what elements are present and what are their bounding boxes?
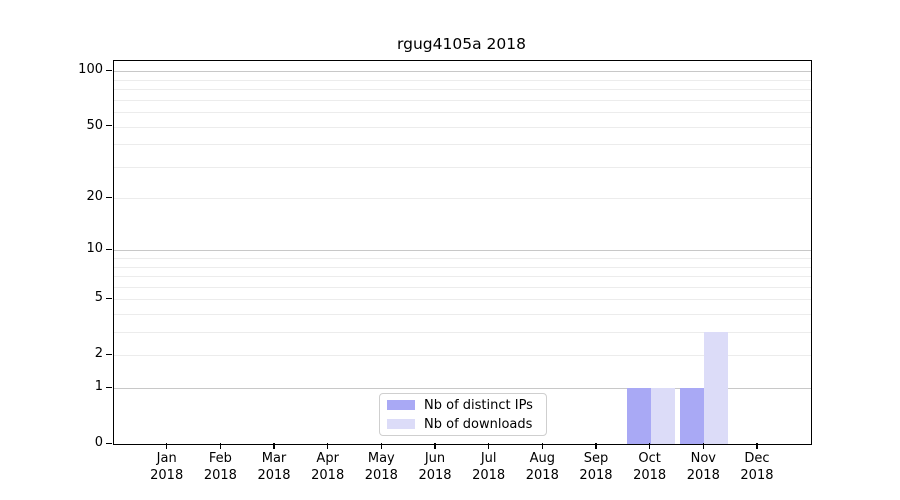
minor-gridline: [114, 332, 811, 334]
x-tick-year: 2018: [311, 467, 345, 483]
x-tick-month: Jun: [424, 451, 446, 466]
x-tick: [488, 443, 490, 449]
x-tick-year: 2018: [686, 467, 720, 483]
x-tick-month: Dec: [744, 451, 770, 466]
y-tick-label: 50: [86, 117, 103, 133]
y-tick: [106, 297, 112, 300]
x-tick: [327, 443, 329, 449]
major-gridline: [114, 71, 811, 73]
minor-gridline: [114, 198, 811, 200]
x-tick-month: Apr: [316, 451, 339, 466]
x-tick-label: Mar 2018: [242, 451, 306, 484]
minor-gridline: [114, 314, 811, 316]
x-tick-month: Nov: [690, 451, 716, 466]
y-tick: [106, 248, 112, 251]
x-tick-month: Feb: [208, 451, 232, 466]
x-tick: [649, 443, 651, 449]
x-tick-label: May 2018: [349, 451, 413, 484]
x-tick-year: 2018: [150, 467, 184, 483]
x-tick: [273, 443, 275, 449]
x-tick-month: Oct: [638, 451, 661, 466]
x-tick-label: Apr 2018: [296, 451, 360, 484]
y-tick-label: 20: [86, 189, 103, 205]
legend-label-downloads: Nb of downloads: [424, 416, 533, 432]
minor-gridline: [114, 126, 811, 128]
x-tick: [541, 443, 544, 449]
x-tick-month: Sep: [583, 451, 609, 466]
minor-gridline: [114, 266, 811, 268]
x-tick-label: Jan 2018: [135, 451, 199, 484]
x-tick-label: Sep 2018: [564, 451, 628, 484]
bar-downloads: [704, 332, 729, 444]
x-tick-year: 2018: [525, 467, 559, 483]
x-tick-label: Feb 2018: [188, 451, 252, 484]
x-tick: [380, 443, 383, 449]
y-tick-label: 10: [86, 241, 103, 257]
x-tick-label: Jul 2018: [457, 451, 521, 484]
legend-swatch-distinct-ips: [387, 400, 415, 410]
x-tick-year: 2018: [633, 467, 667, 483]
chart-title: rgug4105a 2018: [397, 35, 526, 53]
x-tick-month: Jul: [480, 451, 497, 466]
x-tick-year: 2018: [472, 467, 506, 483]
x-tick-month: Jan: [156, 451, 177, 466]
minor-gridline: [114, 276, 811, 278]
minor-gridline: [114, 166, 811, 168]
bar-distinct-ips: [680, 388, 705, 444]
x-tick: [434, 443, 436, 449]
legend-item-downloads: Nb of downloads: [387, 417, 538, 432]
x-tick-year: 2018: [418, 467, 452, 483]
minor-gridline: [114, 355, 811, 357]
x-tick: [219, 443, 222, 449]
y-tick-label: 100: [78, 62, 103, 78]
x-tick: [166, 443, 168, 449]
x-tick: [595, 443, 597, 449]
x-tick: [756, 443, 758, 449]
x-tick: [702, 443, 704, 449]
y-tick: [106, 125, 112, 127]
minor-gridline: [114, 144, 811, 146]
x-tick-year: 2018: [257, 467, 291, 483]
legend-swatch-downloads: [387, 419, 415, 429]
y-tick-label: 1: [94, 379, 103, 395]
x-tick-month: Aug: [529, 451, 555, 466]
x-tick-label: Aug 2018: [510, 451, 574, 484]
plot-area: [113, 60, 812, 445]
y-tick: [106, 196, 112, 199]
y-tick-label: 0: [94, 435, 103, 450]
bar-downloads: [650, 388, 675, 444]
x-tick-label: Oct 2018: [618, 451, 682, 484]
x-tick-month: May: [367, 451, 395, 466]
minor-gridline: [114, 99, 811, 101]
legend: Nb of distinct IPs Nb of downloads: [379, 393, 547, 436]
minor-gridline: [114, 112, 811, 114]
minor-gridline: [114, 79, 811, 81]
minor-gridline: [114, 89, 811, 91]
major-gridline: [114, 388, 811, 390]
legend-item-distinct-ips: Nb of distinct IPs: [387, 398, 538, 413]
x-tick-label: Dec 2018: [725, 451, 789, 484]
minor-gridline: [114, 258, 811, 260]
minor-gridline: [114, 286, 811, 288]
bar-distinct-ips: [626, 388, 651, 444]
y-tick: [106, 386, 112, 388]
x-tick-month: Mar: [261, 451, 287, 466]
x-tick-label: Nov 2018: [671, 451, 735, 484]
y-tick-label: 2: [94, 346, 103, 362]
major-gridline: [114, 250, 811, 252]
x-tick-year: 2018: [740, 467, 774, 483]
minor-gridline: [114, 299, 811, 301]
legend-label-distinct-ips: Nb of distinct IPs: [424, 397, 533, 413]
y-tick: [106, 69, 112, 72]
y-tick-label: 5: [94, 290, 103, 306]
y-tick: [106, 442, 112, 444]
x-tick-year: 2018: [364, 467, 398, 483]
x-tick-label: Jun 2018: [403, 451, 467, 484]
y-tick: [106, 353, 112, 356]
x-tick-year: 2018: [203, 467, 237, 483]
x-tick-year: 2018: [579, 467, 613, 483]
